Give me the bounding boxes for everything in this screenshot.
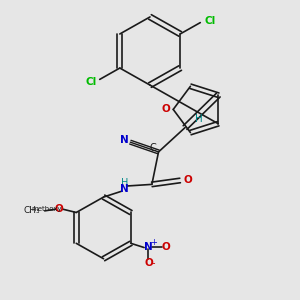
Text: CH₃: CH₃: [23, 206, 40, 215]
Text: C: C: [149, 143, 156, 153]
Text: O: O: [144, 258, 153, 268]
Text: N: N: [120, 184, 129, 194]
Text: O: O: [183, 176, 192, 185]
Text: H: H: [195, 115, 203, 124]
Text: N: N: [144, 242, 153, 252]
Text: -: -: [151, 258, 155, 268]
Text: Cl: Cl: [85, 77, 97, 87]
Text: +: +: [150, 238, 157, 247]
Text: O: O: [161, 242, 170, 252]
Text: H: H: [121, 178, 128, 188]
Text: Cl: Cl: [205, 16, 216, 26]
Text: methoxy: methoxy: [32, 206, 62, 212]
Text: O: O: [162, 104, 170, 114]
Text: O: O: [54, 204, 63, 214]
Text: N: N: [120, 135, 129, 145]
